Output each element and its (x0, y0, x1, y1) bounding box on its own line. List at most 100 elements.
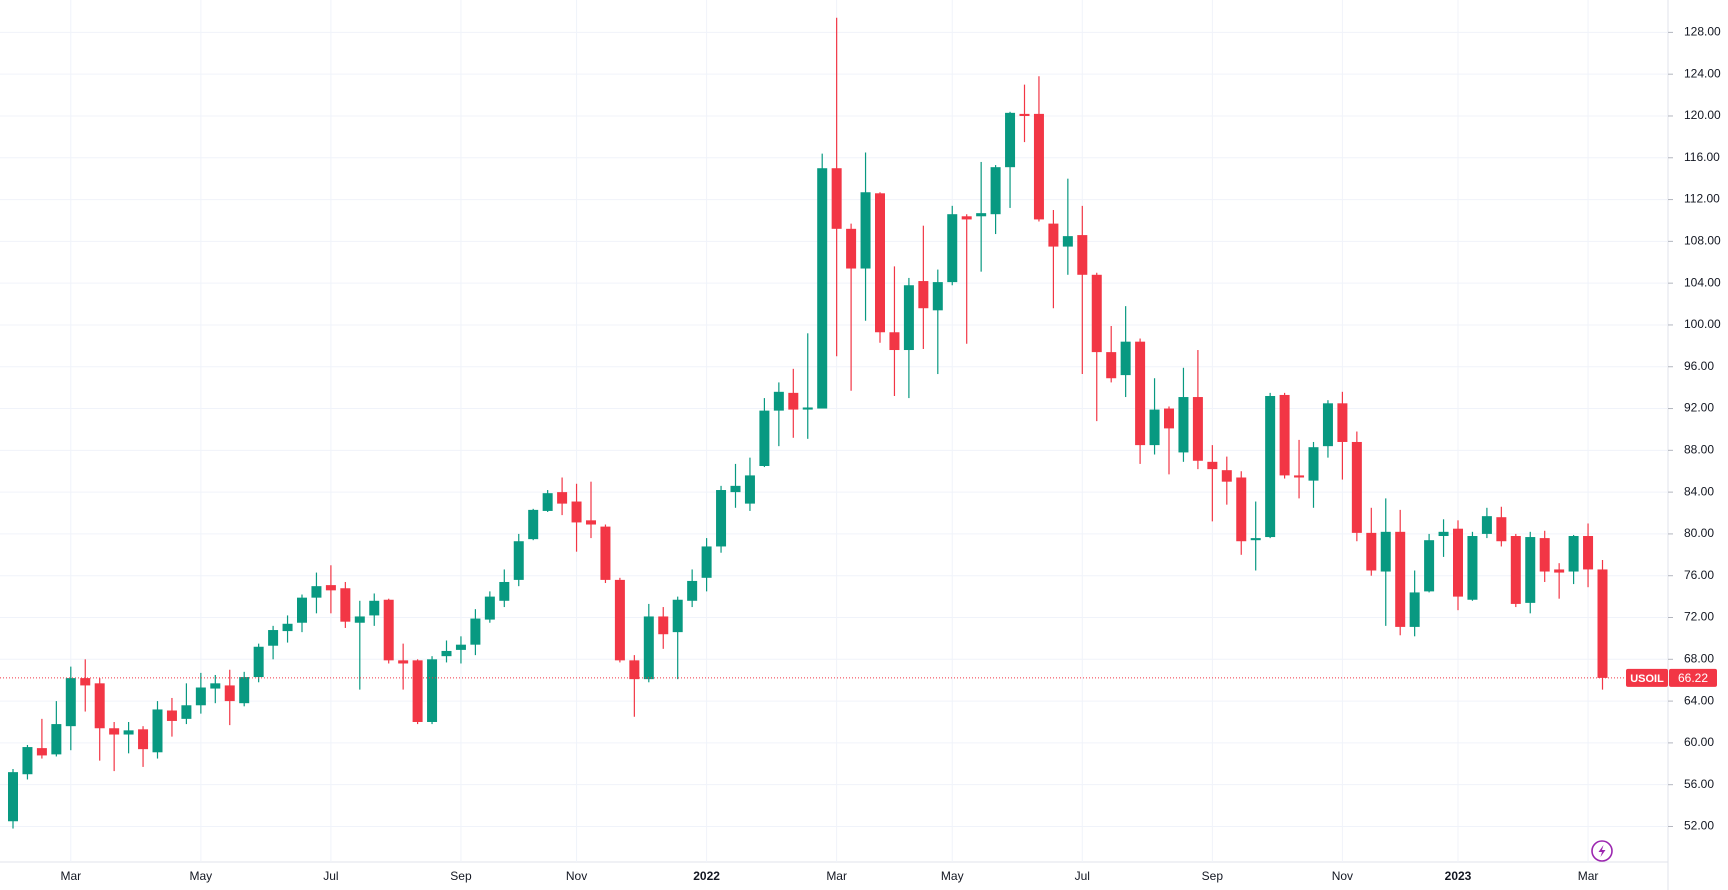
candle-body (1481, 516, 1492, 534)
candle-body (1395, 531, 1406, 627)
candle-body (441, 650, 452, 657)
y-tick-label: 112.00 (1684, 192, 1720, 206)
x-tick-label: 2023 (1445, 869, 1472, 883)
candle-body (658, 616, 669, 635)
candle-body (1554, 569, 1565, 573)
candle-body (166, 710, 177, 721)
candle-body (1062, 236, 1073, 247)
candle-body (947, 214, 958, 283)
candle-body (831, 168, 842, 229)
candle-body (8, 772, 18, 822)
candle-body (325, 585, 336, 591)
alert-icon[interactable] (1591, 840, 1613, 862)
candle-body (80, 678, 91, 686)
candle-body (1539, 538, 1550, 572)
candle-body (1033, 113, 1044, 220)
candle-body (1496, 517, 1507, 542)
candle-body (455, 644, 466, 650)
price-tag (1669, 668, 1717, 687)
candle-body (759, 410, 770, 467)
candle-body (1453, 528, 1463, 597)
price-tag-label: 66.22 (1678, 671, 1708, 685)
y-tick-label: 64.00 (1684, 693, 1714, 707)
y-tick-label: 116.00 (1684, 150, 1720, 164)
y-tick-label: 104.00 (1684, 275, 1721, 289)
candle-body (773, 391, 784, 411)
y-tick-label: 128.00 (1684, 25, 1721, 39)
candle-body (282, 623, 293, 632)
candle-body (788, 392, 799, 410)
candle-body (181, 705, 192, 719)
candle-body (1510, 536, 1521, 604)
candle-body (22, 747, 33, 775)
alert-circle[interactable] (1591, 840, 1613, 862)
candle-body (1380, 531, 1391, 572)
candle-body (239, 677, 250, 704)
candle-body (152, 709, 163, 753)
candle-body (875, 193, 885, 333)
candle-body (1019, 113, 1030, 116)
candle-body (354, 616, 365, 623)
x-tick-label: Nov (566, 869, 587, 883)
candle-body (1322, 403, 1333, 447)
x-tick-label: Nov (1332, 869, 1353, 883)
y-tick-label: 88.00 (1684, 443, 1714, 457)
y-tick-label: 52.00 (1684, 819, 1714, 833)
candle-body (990, 167, 1001, 215)
candle-body (1337, 403, 1348, 442)
alert-bolt[interactable] (1598, 845, 1606, 857)
candle-body (542, 493, 553, 511)
candle-body (932, 282, 943, 311)
candle-body (1135, 341, 1146, 446)
candle-body (1409, 592, 1420, 627)
candle-body (268, 630, 279, 646)
candle-body (1207, 461, 1218, 470)
candle-body (1438, 531, 1449, 537)
candle-body (398, 660, 409, 664)
y-tick-label: 124.00 (1684, 66, 1721, 80)
candle-body (744, 475, 755, 504)
candle-body (311, 586, 322, 598)
candle-body (1178, 397, 1189, 453)
candle-body (1005, 112, 1016, 168)
candle-body (1236, 477, 1247, 542)
candle-body (253, 646, 264, 678)
candle-body (210, 683, 221, 689)
y-tick-label: 108.00 (1684, 234, 1721, 248)
candle-body (1091, 274, 1102, 353)
candle-body (1164, 408, 1174, 429)
candle-body (1294, 475, 1305, 478)
x-tick-label: 2022 (693, 869, 720, 883)
candle-body (1048, 223, 1059, 247)
y-tick-label: 68.00 (1684, 651, 1714, 665)
candle-body (470, 618, 481, 645)
candle-body (817, 168, 828, 409)
candle-body (427, 659, 438, 722)
candle-body (961, 216, 972, 220)
x-tick-label: Mar (826, 869, 847, 883)
candle-body (297, 597, 307, 623)
y-tick-label: 56.00 (1684, 777, 1714, 791)
candle-body (557, 492, 568, 504)
candle-body (340, 588, 351, 622)
candle-body (1424, 540, 1435, 592)
y-tick-label: 84.00 (1684, 484, 1714, 498)
candle-body (1583, 536, 1594, 570)
candle-body (1351, 441, 1362, 533)
candle-body (369, 600, 380, 616)
y-tick-label: 120.00 (1684, 108, 1721, 122)
candle-body (730, 485, 741, 493)
x-tick-label: Mar (1578, 869, 1599, 883)
candle-body (889, 332, 900, 351)
candle-body (860, 192, 871, 269)
candle-body (65, 678, 76, 727)
x-tick-label: Sep (1202, 869, 1224, 883)
candle-body (1597, 569, 1608, 678)
y-tick-label: 76.00 (1684, 568, 1714, 582)
y-tick-label: 72.00 (1684, 610, 1714, 624)
candle-body (846, 228, 857, 269)
candle-body (976, 213, 987, 217)
candle-body (94, 683, 105, 729)
